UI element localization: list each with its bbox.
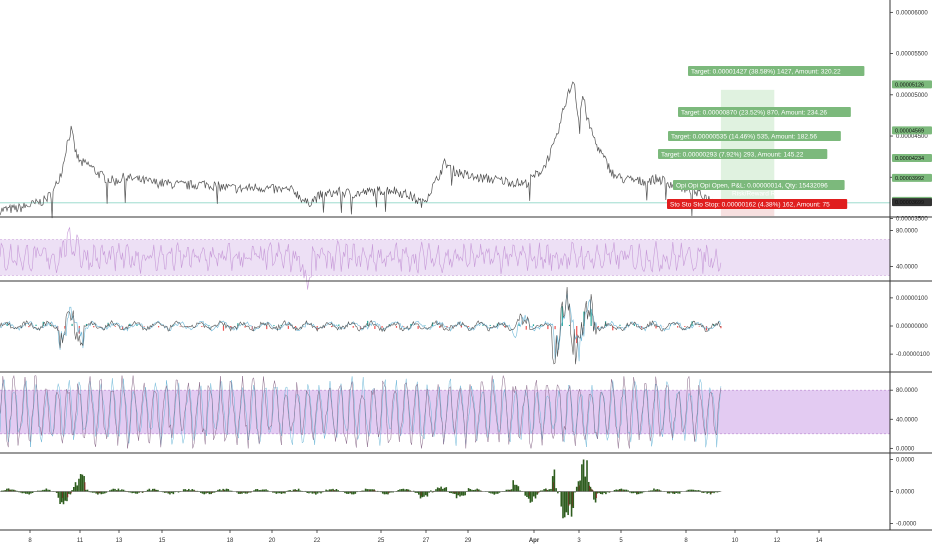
price-series-line bbox=[0, 81, 722, 219]
momentum-signal-line bbox=[0, 292, 722, 362]
target-label: Target: 0.00001427 (38.58%) 1427, Amount… bbox=[688, 66, 865, 76]
price-badge: 0.00004234 bbox=[892, 153, 932, 162]
x-tick-label: 10 bbox=[732, 538, 739, 544]
target-label: Target: 0.00000293 (7.92%) 293, Amount: … bbox=[658, 149, 828, 159]
y-tick-label: 0.00006000 bbox=[896, 10, 928, 16]
open-position-text: Opi Opi Opi Open, P&L: 0.00000014, Qty: … bbox=[676, 183, 828, 190]
x-tick-label: 8 bbox=[684, 538, 688, 544]
y-tick-label: 40.0000 bbox=[896, 265, 918, 271]
y-tick-label: 0.00004500 bbox=[896, 134, 928, 140]
target-label: Target: 0.00000870 (23.52%) 870, Amount:… bbox=[678, 107, 851, 117]
x-tick-label: 3 bbox=[577, 538, 581, 544]
price-badge-label: 0.00003699 bbox=[895, 200, 924, 206]
date-axis: 8 11 13 15 18 20 22 25 27 29 Apr 3 5 8 10 12 14 bbox=[28, 530, 823, 544]
price-badge: 0.00003699 bbox=[892, 198, 932, 207]
stochastic-k-line bbox=[0, 375, 722, 449]
x-tick-label: 11 bbox=[77, 538, 84, 544]
x-tick-label: Apr bbox=[529, 538, 540, 544]
x-tick-label: 15 bbox=[159, 538, 166, 544]
y-tick-label: 0.00005000 bbox=[896, 93, 928, 99]
target-text: Target: 0.00000535 (14.46%) 535, Amount:… bbox=[671, 134, 817, 141]
annotations-layer: Target: 0.00001427 (38.58%) 1427, Amount… bbox=[658, 66, 865, 209]
stochastic-band bbox=[0, 390, 890, 434]
target-text: Target: 0.00001427 (38.58%) 1427, Amount… bbox=[691, 69, 841, 76]
y-tick-label: 0.0000 bbox=[896, 490, 915, 496]
target-label: Target: 0.00000535 (14.46%) 535, Amount:… bbox=[668, 131, 841, 141]
price-badge: 0.00003992 bbox=[892, 173, 932, 182]
stop-text: Sto Sto Sto Stop: 0.00000162 (4.38%) 162… bbox=[670, 202, 830, 209]
y-tick-label: 0.00003500 bbox=[896, 216, 928, 222]
y-tick-label: 80.0000 bbox=[896, 388, 918, 394]
price-badge-label: 0.00005126 bbox=[895, 82, 924, 88]
target-text: Target: 0.00000293 (7.92%) 293, Amount: … bbox=[661, 152, 804, 159]
y-tick-label: 80.0000 bbox=[896, 229, 918, 235]
y-tick-label: 40.0000 bbox=[896, 417, 918, 423]
price-badge-label: 0.00003992 bbox=[895, 176, 924, 182]
y-tick-label: -0.00000100 bbox=[896, 352, 930, 358]
price-badge-label: 0.00004569 bbox=[895, 128, 924, 134]
y-tick-label: 0.00000100 bbox=[896, 296, 928, 302]
momentum-line bbox=[0, 286, 722, 365]
price-badge-label: 0.00004234 bbox=[895, 156, 924, 162]
x-tick-label: 5 bbox=[619, 538, 623, 544]
x-tick-label: 25 bbox=[378, 538, 385, 544]
x-tick-label: 18 bbox=[227, 538, 234, 544]
panels-layer bbox=[0, 81, 890, 519]
y-tick-label: 0.00000000 bbox=[896, 324, 928, 330]
open-position-label: Opi Opi Opi Open, P&L: 0.00000014, Qty: … bbox=[673, 180, 845, 198]
rsi-series-line bbox=[0, 226, 722, 290]
x-tick-label: 13 bbox=[116, 538, 123, 544]
x-tick-label: 27 bbox=[423, 538, 430, 544]
risk-reward-text: Risk/Reward Ratio: 8.81 bbox=[732, 191, 802, 198]
y-tick-label: 0.0000 bbox=[896, 446, 915, 452]
y-tick-label: -0.0000 bbox=[896, 522, 917, 528]
target-text: Target: 0.00000870 (23.52%) 870, Amount:… bbox=[681, 110, 827, 117]
y-tick-label: 0.0000 bbox=[896, 457, 915, 463]
x-tick-label: 12 bbox=[774, 538, 781, 544]
stop-label: Sto Sto Sto Stop: 0.00000162 (4.38%) 162… bbox=[667, 199, 848, 209]
x-tick-label: 29 bbox=[465, 538, 472, 544]
x-tick-label: 20 bbox=[269, 538, 276, 544]
price-badge: 0.00004569 bbox=[892, 126, 932, 135]
x-tick-label: 14 bbox=[816, 538, 823, 544]
price-badge: 0.00005126 bbox=[892, 80, 932, 89]
y-tick-label: 0.00005500 bbox=[896, 52, 928, 58]
x-tick-label: 8 bbox=[28, 538, 32, 544]
x-tick-label: 22 bbox=[314, 538, 321, 544]
